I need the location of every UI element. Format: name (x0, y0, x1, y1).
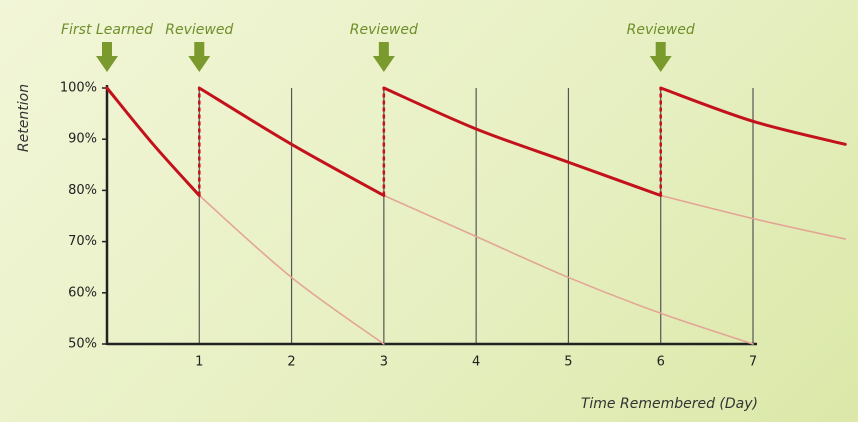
arrow (649, 42, 672, 72)
annotation: First Learned (61, 22, 153, 38)
y-tick-label: 80% (68, 183, 97, 198)
y-tick-label: 50% (68, 337, 97, 352)
y-tick-label: 70% (68, 234, 97, 249)
x-tick-label: 1 (195, 355, 203, 370)
x-tick-label: 6 (657, 355, 665, 370)
retention-curve (383, 194, 754, 345)
x-tick-label: 7 (749, 355, 757, 370)
x-axis-label: Time Remembered (Day) (581, 396, 758, 412)
arrow (96, 42, 118, 72)
annotation: Reviewed (350, 22, 418, 38)
x-tick-label: 2 (287, 355, 295, 370)
arrow (188, 42, 211, 72)
y-axis-label: Retention (16, 84, 32, 152)
retention-curve (198, 194, 385, 345)
x-tick-label: 5 (564, 355, 572, 370)
arrow (372, 42, 395, 72)
x-tick-label: 4 (472, 355, 480, 370)
retention-curve (105, 86, 201, 198)
y-tick-label: 90% (68, 132, 97, 147)
y-tick-label: 60% (68, 285, 97, 300)
retention-curve (382, 86, 663, 198)
retention-curve (197, 86, 386, 198)
annotation: Reviewed (165, 22, 233, 38)
retention-curve (659, 86, 847, 146)
retention-curve (659, 194, 847, 240)
x-tick-label: 3 (380, 355, 388, 370)
y-tick-label: 100% (60, 81, 97, 96)
annotation: Reviewed (627, 22, 695, 38)
